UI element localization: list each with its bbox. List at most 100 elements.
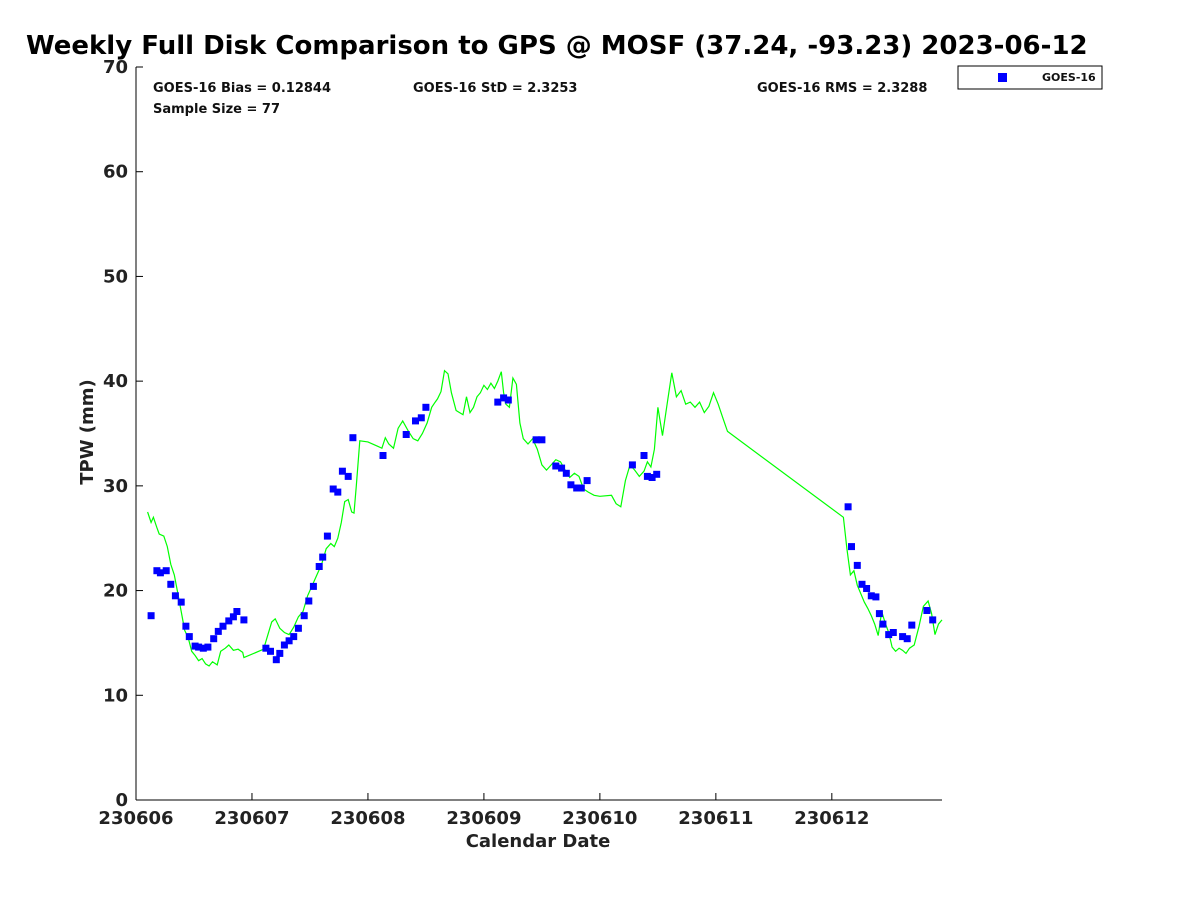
y-tick-label: 10: [103, 685, 128, 706]
data-point: [204, 643, 212, 651]
data-point: [285, 637, 293, 645]
data-point: [863, 585, 871, 592]
data-point: [171, 592, 179, 600]
legend-label-goes16: GOES-16: [1042, 71, 1096, 84]
rms-annotation: GOES-16 RMS = 2.3288: [757, 81, 927, 96]
x-tick-label: 230608: [330, 808, 405, 829]
data-point: [225, 617, 233, 625]
std-annotation: GOES-16 StD = 2.3253: [413, 81, 577, 96]
y-axis-label: TPW (mm): [77, 379, 98, 485]
gps-series-line: [147, 369, 943, 667]
data-point: [567, 481, 575, 489]
data-point: [334, 488, 342, 496]
data-point: [195, 643, 203, 651]
data-point: [182, 622, 190, 630]
data-point: [417, 414, 425, 422]
data-point: [653, 470, 661, 478]
data-point: [929, 616, 937, 624]
data-point: [233, 608, 241, 615]
y-tick-label: 50: [103, 266, 128, 287]
data-point: [552, 462, 560, 470]
sample-size-annotation: Sample Size = 77: [153, 102, 280, 117]
data-point: [338, 467, 346, 475]
gps-line: [147, 369, 943, 667]
legend-marker-square: [998, 73, 1007, 82]
data-point: [402, 431, 410, 438]
x-tick-label: 230606: [98, 808, 173, 829]
data-point: [879, 620, 887, 628]
data-point: [162, 567, 170, 575]
data-point: [300, 612, 308, 620]
data-point: [853, 561, 861, 569]
data-point: [648, 474, 656, 481]
data-point: [903, 635, 911, 643]
bias-annotation: GOES-16 Bias = 0.12844: [153, 81, 331, 96]
data-point: [379, 452, 387, 459]
y-tick-label: 40: [103, 371, 128, 392]
data-point: [848, 543, 855, 551]
y-tick-label: 20: [103, 581, 128, 602]
data-point: [504, 396, 512, 404]
data-point: [885, 631, 893, 639]
data-point: [262, 644, 270, 652]
data-point: [349, 434, 357, 442]
data-point: [573, 484, 581, 492]
data-point: [210, 635, 218, 643]
data-point: [177, 598, 185, 606]
data-point: [267, 647, 274, 655]
x-tick-label: 230610: [562, 808, 637, 829]
data-point: [319, 553, 327, 561]
y-tick-label: 0: [115, 790, 128, 811]
data-point: [219, 622, 227, 630]
x-tick-label: 230612: [794, 808, 869, 829]
data-point: [156, 569, 164, 577]
y-tick-label: 70: [103, 57, 128, 78]
data-point: [240, 616, 248, 624]
legend: GOES-16: [957, 65, 1103, 90]
data-point: [532, 436, 540, 444]
data-point: [858, 580, 866, 588]
data-point: [628, 461, 636, 469]
data-point: [344, 472, 352, 480]
data-point: [643, 472, 651, 480]
data-point: [538, 436, 546, 444]
data-point: [329, 485, 337, 493]
data-point: [199, 644, 207, 652]
data-point: [867, 592, 875, 600]
data-point: [583, 477, 591, 485]
data-point: [272, 656, 280, 664]
data-point: [494, 398, 502, 406]
data-point: [640, 452, 648, 459]
data-point: [280, 641, 288, 649]
chart-title: Weekly Full Disk Comparison to GPS @ MOS…: [26, 31, 1088, 61]
data-point: [422, 403, 430, 411]
x-tick-label: 230609: [446, 808, 521, 829]
x-tick-label: 230607: [214, 808, 289, 829]
data-point: [305, 597, 313, 605]
x-axis-label: Calendar Date: [466, 831, 611, 852]
data-point: [185, 633, 193, 641]
data-point: [214, 627, 222, 635]
y-tick-label: 60: [103, 162, 128, 183]
data-point: [323, 532, 331, 540]
data-point: [562, 469, 570, 477]
data-point: [309, 582, 317, 590]
data-point: [147, 612, 155, 620]
x-tick-label: 230611: [678, 808, 753, 829]
data-point: [899, 633, 907, 641]
data-point: [872, 593, 880, 601]
data-point: [889, 629, 897, 636]
data-point: [875, 610, 883, 618]
data-point: [294, 624, 302, 632]
data-point: [908, 621, 916, 629]
data-point: [290, 633, 298, 641]
data-point: [167, 580, 175, 588]
data-point: [558, 464, 566, 472]
data-point: [923, 607, 931, 614]
data-point: [229, 613, 237, 621]
data-point: [844, 503, 852, 511]
legend-box: [957, 65, 1103, 90]
data-point: [500, 394, 508, 402]
data-point: [315, 563, 323, 570]
